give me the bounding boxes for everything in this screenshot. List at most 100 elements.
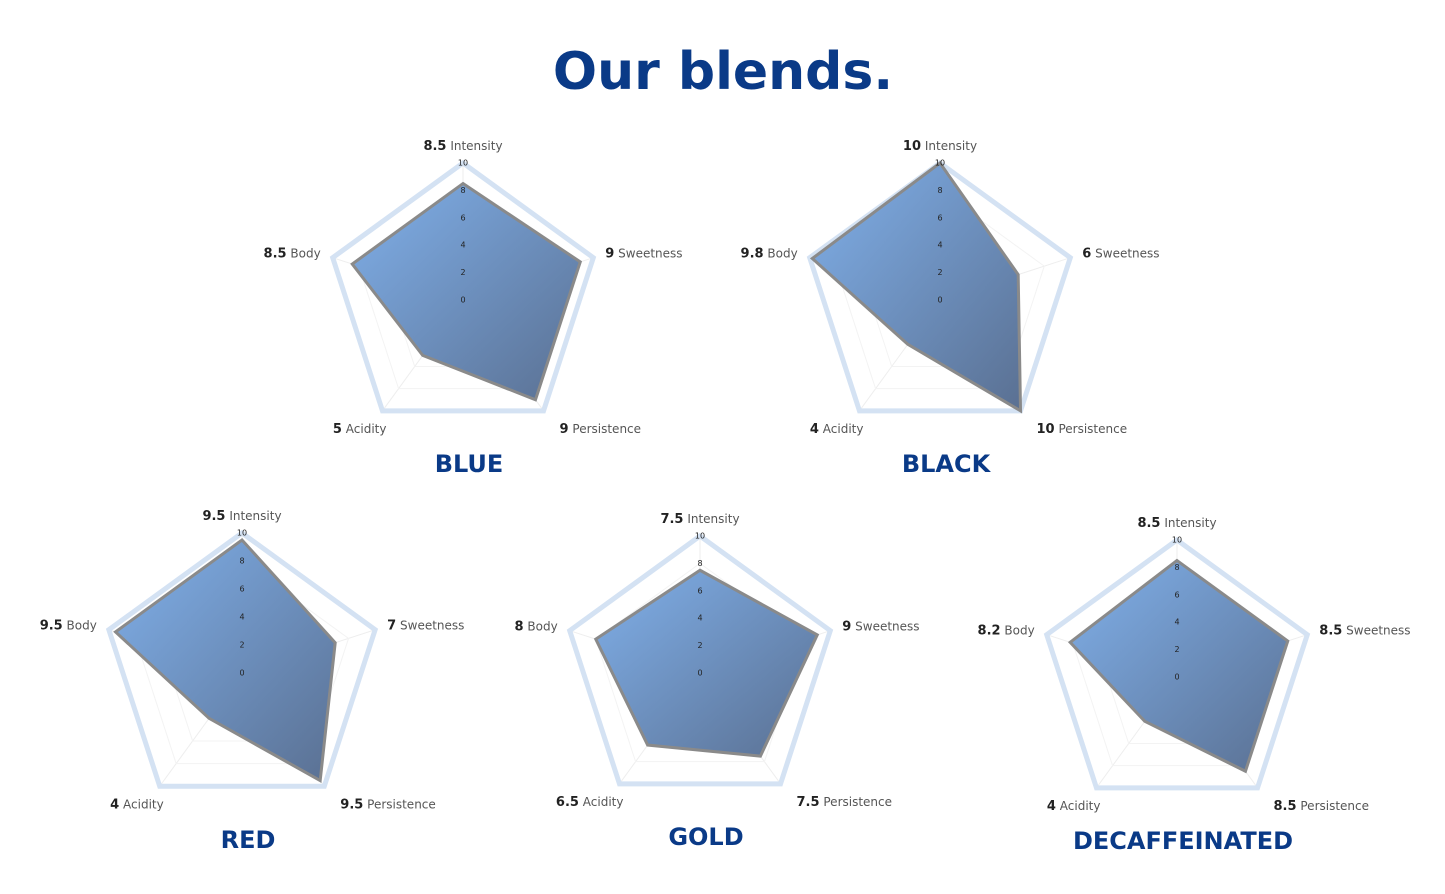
value-label: 8.5 <box>1319 623 1342 638</box>
category-label: Persistence <box>1300 798 1369 812</box>
value-label: 6 <box>1082 246 1091 261</box>
grid-ring <box>105 529 379 789</box>
value-label: 4 <box>1047 798 1056 813</box>
r-tick-label: 10 <box>935 159 945 168</box>
value-label: 9 <box>842 619 851 634</box>
value-label: 10 <box>1037 421 1055 436</box>
category-label: Acidity <box>123 797 164 811</box>
r-tick-label: 8 <box>1174 563 1179 572</box>
grid-ring <box>1043 536 1311 791</box>
category-label: Sweetness <box>618 246 682 260</box>
data-area <box>350 181 583 402</box>
axis-label: 9 Persistence <box>560 421 642 436</box>
axis-label: 9.5 Intensity <box>202 509 281 524</box>
value-label: 7.5 <box>797 794 820 809</box>
category-label: Intensity <box>1164 516 1216 530</box>
value-label: 9 <box>560 421 569 436</box>
data-area <box>113 537 337 784</box>
chart-title: BLUE <box>435 450 504 478</box>
r-tick-label: 6 <box>239 585 244 594</box>
r-tick-label: 4 <box>937 241 942 250</box>
axis-label: 7.5 Intensity <box>660 512 739 527</box>
category-label: Intensity <box>687 512 739 526</box>
value-label: 4 <box>110 797 119 812</box>
category-label: Body <box>527 619 557 633</box>
axis-label: 9.8 Body <box>741 246 798 261</box>
value-label: 9.5 <box>202 509 225 524</box>
axis-label: 8.5 Body <box>264 246 321 261</box>
r-tick-label: 8 <box>937 186 942 195</box>
axis-label: 4 Acidity <box>110 797 164 812</box>
category-label: Body <box>67 618 97 632</box>
data-area <box>809 160 1023 414</box>
r-tick-label: 10 <box>695 532 705 541</box>
value-label: 5 <box>333 421 342 436</box>
category-label: Body <box>767 246 797 260</box>
data-area <box>1067 558 1290 774</box>
axis-label: 4 Acidity <box>1047 798 1101 813</box>
axis-label: 4 Acidity <box>810 421 864 436</box>
r-tick-label: 8 <box>697 559 702 568</box>
r-tick-label: 6 <box>697 586 702 595</box>
r-tick-label: 0 <box>460 296 465 305</box>
r-tick-label: 2 <box>937 268 942 277</box>
chart-title: DECAFFEINATED <box>1073 827 1293 855</box>
category-label: Sweetness <box>400 618 464 632</box>
value-label: 10 <box>903 139 921 154</box>
r-tick-label: 2 <box>460 268 465 277</box>
value-label: 9 <box>605 246 614 261</box>
chart-title: BLACK <box>902 450 992 478</box>
axis-label: 8.5 Intensity <box>1137 516 1216 531</box>
r-tick-label: 6 <box>460 213 465 222</box>
axis-label: 9.5 Persistence <box>340 797 436 812</box>
value-label: 8.5 <box>1137 516 1160 531</box>
r-tick-label: 6 <box>937 213 942 222</box>
r-tick-label: 10 <box>458 159 468 168</box>
r-tick-label: 4 <box>460 241 465 250</box>
category-label: Acidity <box>583 794 624 808</box>
grid-ring <box>566 532 834 787</box>
r-tick-label: 2 <box>1174 645 1179 654</box>
r-tick-label: 0 <box>239 669 244 678</box>
category-label: Body <box>1004 623 1034 637</box>
r-tick-label: 2 <box>697 641 702 650</box>
r-tick-label: 10 <box>237 529 247 538</box>
r-tick-label: 4 <box>1174 618 1179 627</box>
page-title: Our blends. <box>553 42 893 102</box>
category-label: Persistence <box>367 797 436 811</box>
axis-label: 8.2 Body <box>978 623 1035 638</box>
r-tick-label: 2 <box>239 641 244 650</box>
axis-label: 6.5 Acidity <box>556 794 624 809</box>
r-tick-label: 0 <box>1174 673 1179 682</box>
axis-label: 7 Sweetness <box>387 618 464 633</box>
r-tick-label: 10 <box>1172 536 1182 545</box>
axis-label: 8.5 Intensity <box>423 139 502 154</box>
category-label: Persistence <box>572 421 641 435</box>
axis-label: 9 Sweetness <box>842 619 919 634</box>
value-label: 8.2 <box>978 623 1001 638</box>
value-label: 9.5 <box>340 797 363 812</box>
axis-label: 9 Sweetness <box>605 246 682 261</box>
value-label: 4 <box>810 421 819 436</box>
axis-label: 8 Body <box>515 619 558 634</box>
category-label: Sweetness <box>855 619 919 633</box>
axis-label: 6 Sweetness <box>1082 246 1159 261</box>
value-label: 8 <box>515 619 524 634</box>
axis-label: 5 Acidity <box>333 421 387 436</box>
category-label: Sweetness <box>1346 623 1410 637</box>
axis-label: 10 Persistence <box>1037 421 1128 436</box>
axis-label: 7.5 Persistence <box>797 794 893 809</box>
grid-ring <box>329 159 597 414</box>
r-tick-label: 8 <box>239 557 244 566</box>
category-label: Intensity <box>450 139 502 153</box>
value-label: 9.8 <box>741 246 764 261</box>
category-label: Intensity <box>229 509 281 523</box>
category-label: Persistence <box>823 794 892 808</box>
axis-label: 8.5 Persistence <box>1274 798 1370 813</box>
category-label: Acidity <box>823 421 864 435</box>
r-tick-label: 6 <box>1174 590 1179 599</box>
data-area <box>593 568 820 758</box>
category-label: Acidity <box>346 421 387 435</box>
grid-ring <box>806 159 1074 414</box>
